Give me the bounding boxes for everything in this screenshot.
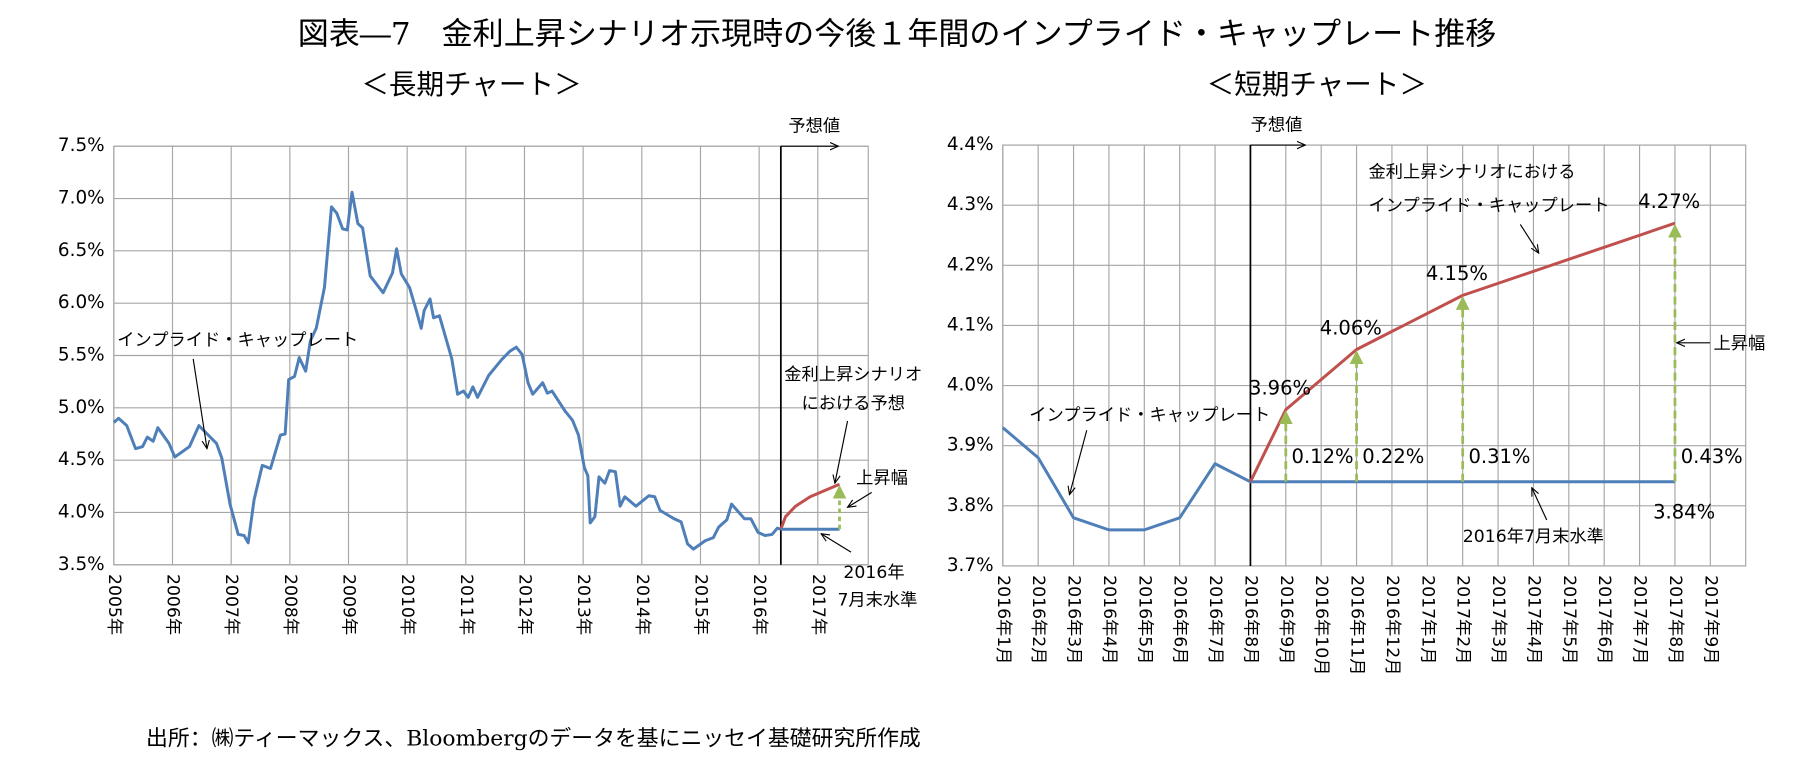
x-tick-label: 2016年3月 — [1064, 575, 1084, 664]
series-line — [112, 190, 782, 551]
x-tick-label: 2017年5月 — [1559, 575, 1579, 664]
y-tick-label: 3.9% — [947, 435, 994, 456]
x-tick-label: 2017年2月 — [1453, 575, 1473, 664]
x-tick-label: 2005年 — [104, 574, 124, 635]
chart-subtitle: ＜短期チャート＞ — [1207, 68, 1427, 101]
x-tick-label: 2011年 — [456, 574, 476, 635]
rise-label: 0.31% — [1468, 445, 1530, 468]
y-tick-label: 4.4% — [947, 134, 994, 155]
x-tick-label: 2016年6月 — [1170, 575, 1190, 664]
data-label: 4.06% — [1320, 316, 1382, 339]
annotation: 上昇幅 — [1714, 334, 1766, 354]
x-tick-label: 2007年 — [221, 574, 241, 635]
x-tick-label: 2016年2月 — [1028, 575, 1048, 664]
data-label: 4.15% — [1426, 262, 1488, 285]
figure-title: 図表―7 金利上昇シナリオ示現時の今後１年間のインプライド・キャップレート推移 — [298, 16, 1497, 52]
y-tick-label: 3.7% — [947, 555, 994, 576]
annotation-arrow — [1519, 224, 1538, 253]
annotation: 2016年7月末水準 — [1463, 527, 1604, 547]
annotation-arrow — [848, 491, 873, 507]
x-tick-label: 2016年4月 — [1099, 575, 1119, 664]
x-tick-label: 2017年6月 — [1594, 575, 1614, 664]
x-tick-label: 2016年5月 — [1134, 575, 1154, 664]
annotation: 7月末水準 — [837, 590, 917, 610]
chart-subtitle: ＜長期チャート＞ — [361, 68, 581, 101]
x-tick-label: 2016年8月 — [1240, 575, 1260, 664]
y-tick-label: 4.2% — [947, 254, 994, 275]
forecast-label: 予想値 — [788, 117, 840, 137]
x-tick-label: 2009年 — [339, 574, 359, 635]
annotation: 金利上昇シナリオ — [784, 365, 922, 385]
x-tick-label: 2016年11月 — [1347, 575, 1367, 675]
x-tick-label: 2015年 — [690, 574, 710, 635]
annotation-arrow — [1070, 430, 1088, 494]
y-tick-label: 3.5% — [58, 554, 105, 575]
x-tick-label: 2017年8月 — [1665, 575, 1685, 664]
x-tick-label: 2016年1月 — [993, 575, 1013, 664]
series-line — [1249, 221, 1676, 483]
x-tick-label: 2017年9月 — [1700, 575, 1720, 664]
y-tick-label: 6.0% — [58, 292, 105, 313]
rise-label: 0.12% — [1292, 445, 1354, 468]
x-tick-label: 2017年 — [808, 574, 828, 635]
data-label: 3.84% — [1653, 500, 1715, 523]
source-note: 出所：㈱ティーマックス、Bloombergのデータを基にニッセイ基礎研究所作成 — [146, 727, 921, 752]
x-tick-label: 2012年 — [514, 574, 534, 635]
x-tick-label: 2017年7月 — [1630, 575, 1650, 664]
y-tick-label: 4.0% — [58, 501, 105, 522]
x-tick-label: 2017年4月 — [1523, 575, 1543, 664]
annotation: 金利上昇シナリオにおける — [1369, 163, 1576, 183]
x-tick-label: 2017年1月 — [1417, 575, 1437, 664]
annotation: インプライド・キャップレート — [1369, 196, 1610, 216]
annotation: 上昇幅 — [856, 469, 908, 489]
annotation: インプライド・キャップレート — [1029, 405, 1270, 425]
y-tick-label: 7.5% — [58, 135, 105, 156]
x-tick-label: 2016年10月 — [1311, 575, 1331, 675]
x-tick-label: 2016年 — [749, 574, 769, 635]
x-tick-label: 2017年3月 — [1488, 575, 1508, 664]
annotation-arrow — [821, 534, 852, 553]
annotation-arrow — [192, 358, 207, 449]
y-tick-label: 5.0% — [58, 397, 105, 418]
annotation-arrow — [835, 420, 849, 483]
x-tick-label: 2014年 — [632, 574, 652, 635]
x-tick-label: 2008年 — [280, 574, 300, 635]
x-tick-label: 2010年 — [397, 574, 417, 635]
y-tick-label: 3.8% — [947, 495, 994, 516]
annotation-arrow — [1532, 488, 1548, 521]
y-tick-label: 6.5% — [58, 240, 105, 261]
x-tick-label: 2006年 — [163, 574, 183, 635]
annotation: インプライド・キャップレート — [117, 331, 358, 351]
y-tick-label: 4.3% — [947, 194, 994, 215]
plot-frame — [1002, 144, 1747, 567]
y-tick-label: 4.0% — [947, 375, 994, 396]
annotation: における予想 — [802, 394, 906, 414]
rise-label: 0.22% — [1362, 445, 1424, 468]
plot-frame — [113, 145, 869, 566]
data-label: 3.96% — [1249, 376, 1311, 399]
data-label: 4.27% — [1638, 190, 1700, 213]
rise-label: 0.43% — [1681, 445, 1743, 468]
x-tick-label: 2013年 — [573, 574, 593, 635]
annotation: 2016年 — [843, 563, 904, 583]
series-line — [779, 482, 841, 530]
x-tick-label: 2016年12月 — [1382, 575, 1402, 675]
forecast-label: 予想値 — [1251, 116, 1303, 136]
y-tick-label: 7.0% — [58, 188, 105, 209]
x-tick-label: 2016年9月 — [1276, 575, 1296, 664]
y-tick-label: 5.5% — [58, 345, 105, 366]
y-tick-label: 4.5% — [58, 449, 105, 470]
y-tick-label: 4.1% — [947, 314, 994, 335]
x-tick-label: 2016年7月 — [1205, 575, 1225, 664]
series-line — [1001, 426, 1675, 532]
